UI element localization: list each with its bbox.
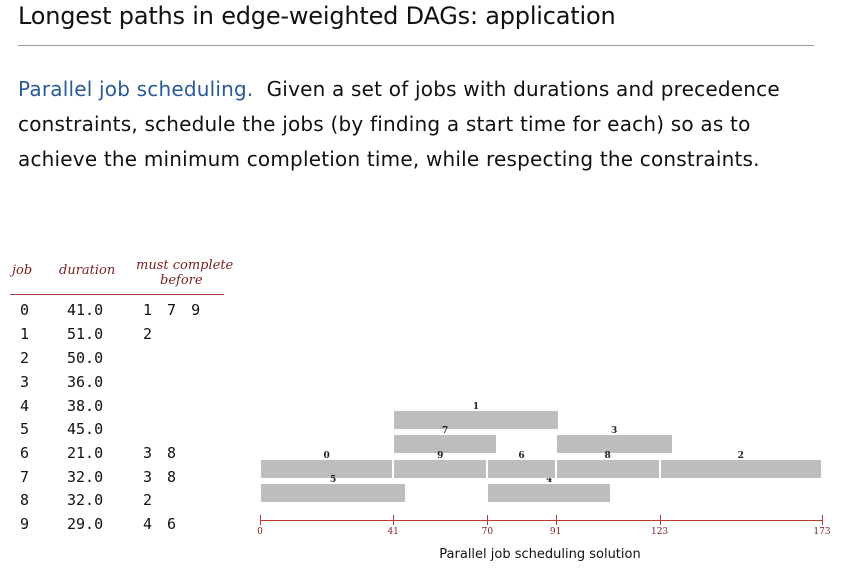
cell-before: 1 7 9: [143, 301, 201, 319]
cell-before: 3 8: [143, 468, 177, 486]
cell-duration: 50.0: [67, 349, 104, 367]
cell-job: 6: [20, 444, 30, 462]
title-divider: [18, 45, 814, 46]
job-bar-label: 1: [472, 402, 480, 412]
axis-tick-label: 173: [813, 527, 831, 537]
job-bar-8: [556, 460, 659, 478]
axis-tick: [555, 515, 557, 525]
axis-tick-label: 0: [257, 527, 263, 537]
job-bar-7: [394, 435, 497, 453]
cell-job: 4: [20, 397, 30, 415]
cell-job: 8: [20, 491, 30, 509]
job-bar-9: [394, 460, 487, 478]
axis-tick: [487, 515, 489, 525]
cell-job: 5: [20, 420, 30, 438]
job-bar-label: 6: [518, 451, 525, 461]
cell-duration: 45.0: [67, 420, 104, 438]
table-header-rule: [10, 294, 224, 295]
job-bar-label: 0: [323, 451, 330, 461]
cell-duration: 21.0: [67, 444, 104, 462]
cell-duration: 41.0: [67, 301, 104, 319]
cell-duration: 32.0: [67, 468, 104, 486]
job-bar-label: 5: [329, 475, 337, 485]
axis-tick-label: 70: [481, 527, 494, 537]
job-bar-label: 8: [604, 451, 611, 461]
job-bar-label: 2: [737, 451, 744, 461]
description-paragraph: Parallel job scheduling. Given a set of …: [18, 72, 818, 177]
schedule-caption: Parallel job scheduling solution: [439, 547, 641, 562]
cell-before: 2: [143, 325, 153, 343]
cell-before: 4 6: [143, 515, 177, 533]
cell-job: 3: [20, 373, 30, 391]
cell-before: 3 8: [143, 444, 177, 462]
axis-tick: [260, 515, 261, 525]
cell-duration: 38.0: [67, 397, 104, 415]
cell-duration: 29.0: [67, 515, 104, 533]
slide-title: Longest paths in edge-weighted DAGs: app…: [18, 2, 616, 30]
cell-before: 2: [143, 491, 153, 509]
cell-job: 1: [20, 325, 30, 343]
job-bar-1: [394, 411, 558, 429]
cell-duration: 51.0: [67, 325, 104, 343]
cell-job: 7: [20, 468, 30, 486]
job-bar-label: 7: [442, 426, 449, 436]
job-bar-3: [556, 435, 672, 453]
header-duration: duration: [59, 263, 116, 278]
time-axis: [260, 520, 822, 521]
job-bar-4: [488, 484, 610, 502]
axis-tick: [822, 515, 823, 525]
cell-duration: 32.0: [67, 491, 104, 509]
job-bar-6: [488, 460, 555, 478]
job-bar-0: [261, 460, 393, 478]
cell-duration: 36.0: [67, 373, 104, 391]
header-must-complete: must complete: [136, 258, 234, 273]
axis-tick-label: 41: [387, 527, 399, 537]
axis-tick: [659, 515, 661, 525]
cell-job: 2: [20, 349, 30, 367]
cell-job: 0: [20, 301, 30, 319]
job-bar-label: 3: [610, 426, 618, 436]
paragraph-body: Given a set of jobs with durations and p…: [18, 77, 780, 171]
axis-tick-label: 123: [650, 527, 669, 537]
job-bar-2: [660, 460, 821, 478]
job-bar-label: 9: [437, 451, 444, 461]
header-before: before: [160, 273, 203, 288]
cell-job: 9: [20, 515, 30, 533]
job-bar-5: [261, 484, 406, 502]
header-job: job: [12, 263, 33, 278]
axis-tick-label: 91: [549, 527, 562, 537]
paragraph-lead: Parallel job scheduling.: [18, 77, 254, 101]
job-bar-label: 4: [545, 475, 553, 485]
axis-tick: [393, 515, 395, 525]
